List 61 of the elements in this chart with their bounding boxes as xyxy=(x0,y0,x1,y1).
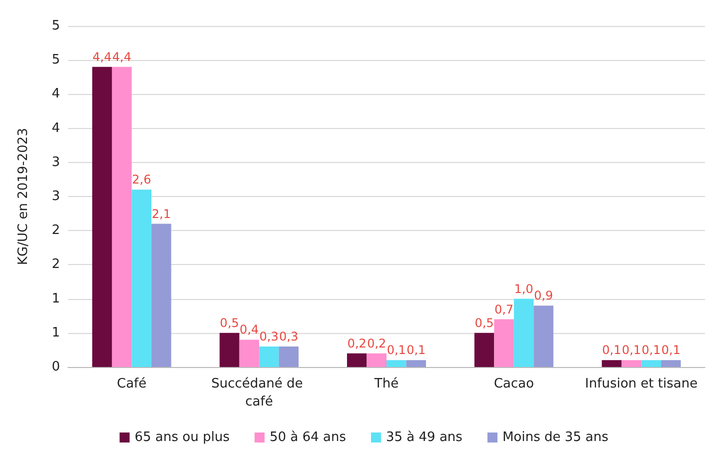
data-label: 0,3 xyxy=(259,330,279,344)
bar xyxy=(278,346,299,367)
bar xyxy=(259,346,279,367)
y-tick-label: 5 xyxy=(52,52,60,68)
data-label: 0,1 xyxy=(602,343,622,358)
data-label: 0,3 xyxy=(279,330,298,344)
y-tick-label: 1 xyxy=(52,325,60,340)
bar xyxy=(534,306,554,367)
y-tick-label: 3 xyxy=(52,154,60,170)
y-tick-label: 4 xyxy=(52,86,60,102)
bar xyxy=(474,332,494,367)
bar xyxy=(220,332,240,367)
bar xyxy=(92,66,112,367)
bar xyxy=(622,360,642,367)
legend-label: 35 à 49 ans xyxy=(386,430,463,445)
data-label: 0,7 xyxy=(494,302,514,316)
y-tick-label: 5 xyxy=(52,18,60,34)
y-tick-label: 1 xyxy=(52,291,60,306)
legend-label: 65 ans ou plus xyxy=(134,430,230,445)
data-label: 0,2 xyxy=(367,336,386,350)
x-tick-label: Thé xyxy=(373,376,399,392)
data-label: 0,1 xyxy=(661,343,680,358)
data-label: 0,1 xyxy=(386,343,406,358)
bar xyxy=(494,319,514,367)
data-label: 0,4 xyxy=(240,322,259,337)
bar xyxy=(239,340,260,367)
data-label: 0,9 xyxy=(534,288,554,303)
y-tick-label: 0 xyxy=(52,360,60,374)
bar xyxy=(386,360,406,367)
data-label: 0,2 xyxy=(347,336,366,350)
bar xyxy=(366,353,386,367)
data-label: 0,5 xyxy=(220,316,240,330)
bar xyxy=(514,298,534,367)
legend-label: 50 à 64 ans xyxy=(270,430,346,445)
data-label: 4,4 xyxy=(112,50,132,64)
bar xyxy=(602,360,622,367)
data-label: 0,1 xyxy=(622,343,641,358)
y-tick-label: 3 xyxy=(52,189,60,204)
y-tick-label: 2 xyxy=(52,257,60,272)
data-label: 0,5 xyxy=(474,316,494,330)
x-tick-label: Café xyxy=(116,376,147,392)
data-label: 4,4 xyxy=(92,50,112,64)
bar xyxy=(151,224,172,367)
legend-label: Moins de 35 ans xyxy=(502,430,609,445)
y-axis-title: KG/UC en 2019-2023 xyxy=(16,128,31,265)
data-label: 1,0 xyxy=(514,282,534,296)
data-label: 0,1 xyxy=(642,343,661,358)
bar xyxy=(112,66,132,367)
data-label: 2,1 xyxy=(152,206,171,221)
x-tick-label: Infusion et tisane xyxy=(585,376,698,392)
data-label: 0,1 xyxy=(406,343,426,358)
bar xyxy=(132,190,152,367)
y-tick-label: 4 xyxy=(52,120,60,136)
bar xyxy=(661,360,681,367)
bar xyxy=(641,360,662,367)
bar xyxy=(347,353,367,367)
bar xyxy=(406,360,426,367)
data-label: 2,6 xyxy=(132,172,152,187)
y-tick-label: 2 xyxy=(52,223,60,238)
x-tick-label: Succédané de café xyxy=(211,376,307,410)
x-tick-label: Cacao xyxy=(494,376,534,392)
